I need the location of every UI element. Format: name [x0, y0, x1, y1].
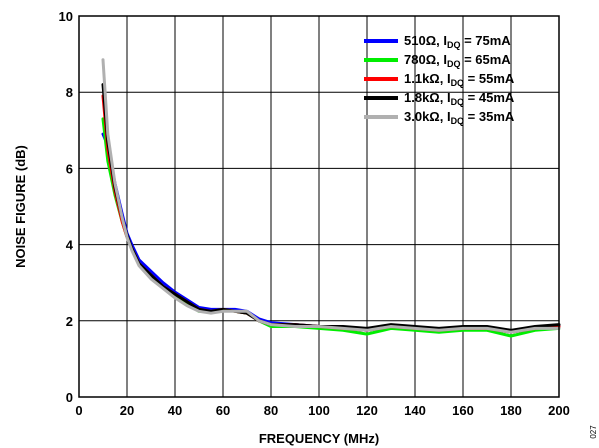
series-lines	[101, 58, 561, 338]
x-tick-label: 160	[452, 403, 474, 418]
x-tick-label: 200	[548, 403, 570, 418]
x-axis-label: FREQUENCY (MHz)	[259, 431, 379, 446]
x-tick-label: 180	[500, 403, 522, 418]
y-tick-label: 10	[59, 9, 73, 24]
legend-entry-1: 510Ω, IDQ = 75mA	[404, 33, 511, 50]
y-tick-label: 4	[66, 238, 74, 253]
y-tick-label: 0	[66, 390, 73, 405]
x-tick-label: 140	[404, 403, 426, 418]
y-tick-labels: 0 2 4 6 8 10	[59, 9, 74, 405]
x-tick-label: 60	[216, 403, 230, 418]
series-line-2	[101, 117, 561, 338]
x-tick-label: 100	[308, 403, 330, 418]
legend-entry-2: 780Ω, IDQ = 65mA	[404, 52, 511, 69]
figure-number: 027	[589, 425, 598, 439]
series-line-1	[101, 132, 561, 334]
legend-entry-3: 1.1kΩ, IDQ = 55mA	[404, 71, 515, 88]
legend-entry-4: 1.8kΩ, IDQ = 45mA	[404, 90, 515, 107]
x-tick-label: 80	[264, 403, 278, 418]
legend: 510Ω, IDQ = 75mA 780Ω, IDQ = 65mA 1.1kΩ, I…	[364, 33, 515, 126]
plot-frame	[78, 15, 560, 398]
x-tick-label: 120	[356, 403, 378, 418]
y-tick-label: 6	[66, 161, 73, 176]
x-tick-label: 0	[75, 403, 82, 418]
x-tick-label: 20	[120, 403, 134, 418]
y-tick-label: 2	[66, 314, 73, 329]
y-axis-label: NOISE FIGURE (dB)	[13, 145, 28, 268]
legend-entry-5: 3.0kΩ, IDQ = 35mA	[404, 109, 515, 126]
x-tick-label: 40	[168, 403, 182, 418]
series-line-5	[101, 58, 561, 334]
y-tick-label: 8	[66, 85, 73, 100]
x-tick-labels: 0 20 40 60 80 100 120 140 160 180 200	[75, 403, 569, 418]
